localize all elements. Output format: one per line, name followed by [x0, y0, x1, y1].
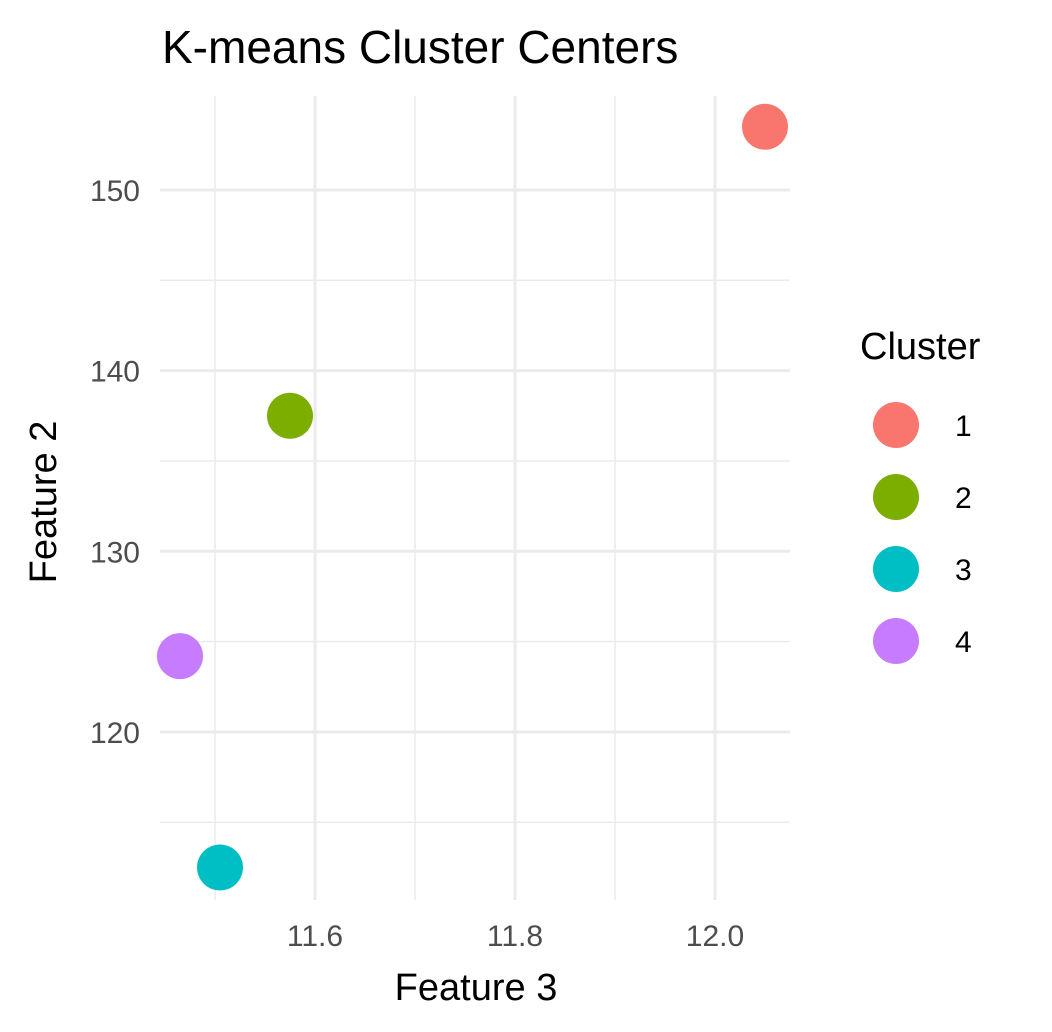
cluster-3-point — [197, 844, 243, 891]
data-points — [157, 103, 788, 891]
legend-key-cluster-3 — [873, 546, 919, 592]
x-axis-ticks: 11.6 11.8 12.0 — [287, 920, 744, 953]
legend-key-cluster-1 — [873, 402, 919, 448]
legend-label-cluster-3: 3 — [955, 554, 972, 587]
legend-key-cluster-4 — [873, 618, 919, 664]
major-gridlines — [160, 96, 790, 900]
y-axis-title: Feature 2 — [23, 421, 65, 584]
x-tick-label-0: 11.6 — [287, 920, 343, 953]
legend-key-cluster-2 — [873, 474, 919, 520]
minor-gridlines — [160, 96, 790, 900]
legend: Cluster 1 2 3 4 — [860, 326, 981, 664]
x-tick-label-1: 11.8 — [487, 920, 543, 953]
x-axis-title: Feature 3 — [395, 967, 558, 1009]
legend-items: 1 2 3 4 — [873, 402, 972, 664]
cluster-2-point — [267, 392, 313, 439]
chart-title: K-means Cluster Centers — [162, 21, 678, 73]
x-tick-label-2: 12.0 — [686, 920, 744, 953]
legend-label-cluster-4: 4 — [955, 626, 972, 659]
legend-label-cluster-1: 1 — [955, 410, 972, 443]
y-tick-label-1: 130 — [90, 536, 140, 569]
y-tick-label-3: 150 — [90, 175, 140, 208]
y-axis-ticks: 120 130 140 150 — [90, 175, 140, 750]
y-tick-label-0: 120 — [90, 717, 140, 750]
y-tick-label-2: 140 — [90, 356, 140, 389]
legend-title: Cluster — [860, 326, 981, 368]
cluster-1-point — [742, 103, 788, 150]
cluster-4-point — [157, 633, 203, 680]
legend-label-cluster-2: 2 — [955, 482, 972, 515]
